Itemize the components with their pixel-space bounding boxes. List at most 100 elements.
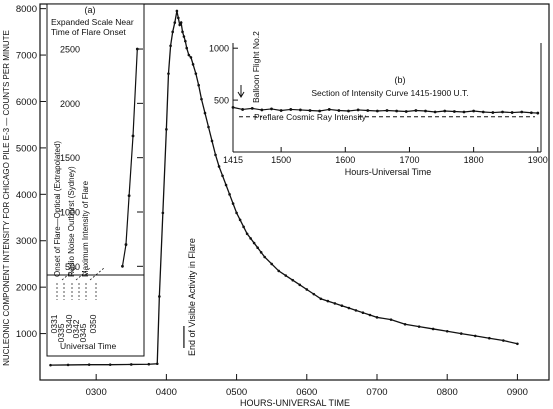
data-point [158, 295, 161, 298]
data-point [326, 299, 330, 303]
inset-b-data-point [452, 110, 456, 113]
x-tick-label: 0800 [437, 387, 458, 398]
data-point [270, 262, 273, 266]
inset-b-x-tick-label: 1600 [335, 155, 355, 165]
inset-a-label: (a) [85, 5, 96, 15]
inset-a-x-axis-label: Universal Time [60, 341, 116, 351]
inset-a-title-line1: Expanded Scale Near [51, 17, 134, 27]
x-tick-label: 0300 [86, 387, 107, 398]
inset-b-data-point [520, 110, 524, 114]
inset-b-x-tick-label: 1500 [271, 155, 291, 165]
inset-a-marker-label: Maximum Intensity of Flare [81, 180, 90, 277]
inset-a-data-point [127, 194, 131, 198]
inset-a-frame [46, 3, 145, 357]
x-tick-label: 0700 [366, 387, 387, 398]
y-axis-label: NUCLEONIC COMPONENT INTENSITY FOR CHICAG… [2, 30, 11, 366]
inset-b-data-point [536, 111, 540, 115]
inset-b-x-tick-label: 1700 [399, 155, 419, 165]
data-point [312, 292, 316, 296]
inset-b-data-point [414, 109, 418, 112]
inset-a-x-tick-label: 0340 [64, 314, 74, 333]
data-point [502, 339, 505, 342]
inset-b-data-point [260, 108, 264, 112]
inset-b-data-point [404, 110, 408, 113]
inset-b-x-tick-label: 1900 [528, 155, 548, 165]
data-point [184, 39, 187, 43]
inset-a-marker-label: Onset of Flare—Optical (Extrapolated) [53, 141, 62, 277]
inset-b-x-tick-label: 1415 [223, 155, 243, 165]
inset-b-data-point [241, 108, 245, 111]
inset-a-x-tick-label: 0350 [88, 314, 98, 333]
inset-a-title-line2: Time of Flare Onset [51, 27, 126, 37]
data-point [108, 363, 112, 366]
inset-b-data-point [231, 105, 235, 109]
data-point [263, 255, 266, 259]
inset-b-data-point [250, 107, 254, 110]
y-tick-label: 3000 [16, 236, 37, 247]
data-point [347, 306, 351, 310]
x-tick-label: 0400 [156, 387, 177, 398]
data-point [516, 342, 519, 346]
data-point [167, 72, 170, 75]
data-point [185, 46, 189, 50]
inset-b-data-point [298, 108, 302, 112]
main-chart: 0300 0400 0500 0600 0700 0800 0900 1000 2000 3000… [2, 3, 550, 408]
inset-a-y-tick-label: 1500 [60, 153, 80, 163]
inset-a-marker-leader [89, 267, 105, 281]
data-point [181, 30, 184, 34]
inset-b-data-point [337, 109, 341, 112]
y-tick-label: 4000 [16, 190, 37, 201]
inset-b-x-tick-label: 1800 [464, 155, 484, 165]
inset-a-x-tick-label: 0345 [78, 323, 88, 342]
data-point [249, 237, 252, 240]
y-tick-label: 6000 [16, 97, 37, 108]
data-point [187, 53, 191, 57]
inset-b-x-axis-label: Hours-Universal Time [345, 167, 432, 177]
y-tick-label: 7000 [16, 51, 37, 62]
inset-b-data-point [375, 109, 379, 113]
data-point [368, 313, 372, 317]
data-point [277, 269, 281, 273]
inset-a-x-tick-label: 0335 [56, 323, 66, 342]
data-point [171, 30, 174, 34]
data-point [207, 125, 210, 129]
inset-b-data-point [356, 108, 360, 112]
data-point [177, 16, 180, 20]
inset-a-x-tick-label: 0331 [49, 314, 59, 333]
data-point [284, 274, 288, 277]
data-point [210, 139, 214, 143]
data-point [235, 211, 238, 215]
inset-b-data-point [501, 110, 504, 114]
data-point [333, 302, 337, 305]
data-point [173, 21, 177, 24]
inset-a-y-tick-label: 1000 [60, 207, 80, 217]
data-point [155, 362, 159, 366]
data-point [87, 363, 91, 366]
data-point [319, 297, 323, 301]
inset-b-data-point [318, 109, 322, 113]
inset-a-y-tick-label: 2500 [60, 45, 80, 55]
data-point [354, 309, 358, 312]
inset-b-data-point [491, 111, 495, 114]
data-point [147, 362, 151, 366]
data-point [189, 56, 193, 59]
inset-a-marker-leader [61, 267, 77, 281]
y-tick-label: 1000 [16, 329, 37, 340]
y-tick-label: 2000 [16, 283, 37, 294]
data-point [259, 251, 263, 254]
data-point [191, 63, 195, 66]
x-axis-label: HOURS-UNIVERSAL TIME [240, 398, 350, 408]
inset-b-data-point [510, 111, 514, 114]
data-point [179, 21, 183, 24]
data-point [175, 9, 179, 13]
inset-a-data-point [121, 264, 124, 268]
inset-b-data-point [462, 110, 466, 114]
inset-a-data-point [124, 243, 128, 246]
data-point [375, 316, 379, 319]
data-point [49, 363, 52, 367]
data-point [197, 83, 200, 87]
y-tick-label: 8000 [16, 4, 37, 15]
data-point [165, 128, 168, 131]
